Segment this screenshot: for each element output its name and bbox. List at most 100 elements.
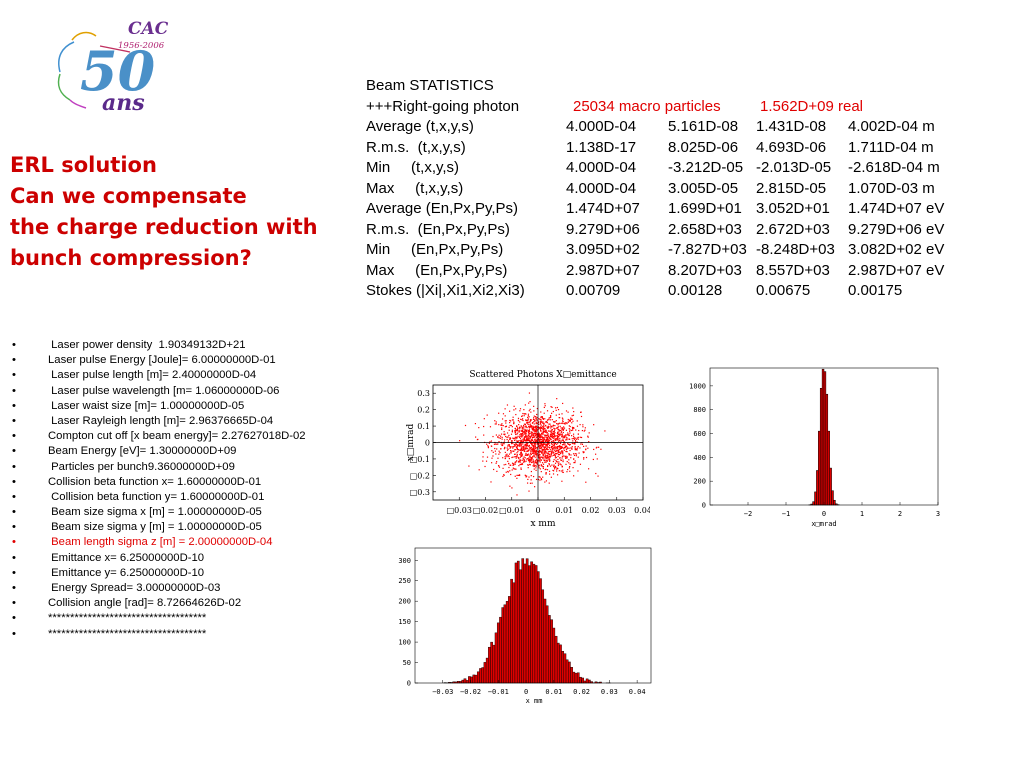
stats-value: 1.711D-04 m: [848, 138, 934, 156]
scatter-point: [535, 422, 537, 424]
scatter-point: [563, 449, 565, 451]
scatter-point: [533, 455, 535, 457]
stats-value: 9.279D+06 eV: [848, 220, 945, 238]
scatter-point: [563, 428, 565, 431]
scatter-point: [489, 441, 491, 443]
scatter-point: [505, 463, 507, 466]
scatter-point: [565, 435, 567, 437]
scatter-point: [521, 463, 523, 466]
scatter-point: [533, 454, 535, 456]
scatter-point: [558, 449, 560, 451]
scatter-point: [513, 439, 516, 442]
scatter-point: [537, 454, 540, 456]
parameter-text: ************************************: [48, 612, 207, 625]
scatter-point: [524, 436, 527, 438]
scatter-point: [537, 461, 539, 463]
hist-ytick-label: 0: [702, 502, 706, 510]
scatter-point: [550, 425, 552, 427]
scatter-point: [562, 451, 564, 453]
scatter-point: [508, 444, 511, 446]
scatter-point: [521, 463, 524, 465]
scatter-point: [532, 445, 534, 447]
scatter-point: [520, 463, 522, 466]
scatter-point: [564, 435, 566, 438]
scatter-point: [558, 423, 560, 425]
scatter-point: [569, 420, 571, 423]
scatter-point: [506, 449, 509, 451]
scatter-point: [502, 457, 504, 459]
stats-value: 9.279D+06: [566, 220, 640, 238]
scatter-point: [548, 426, 550, 428]
scatter-point: [531, 443, 533, 446]
scatter-point: [527, 418, 530, 420]
scatter-point: [520, 445, 523, 447]
scatter-point: [561, 428, 563, 430]
stats-value: 2.987D+07 eV: [848, 261, 945, 279]
scatter-point: [521, 433, 523, 435]
scatter-point: [563, 455, 565, 457]
scatter-point: [528, 428, 531, 430]
scatter-point: [515, 455, 517, 458]
scatter-point: [537, 421, 540, 424]
scatter-point: [541, 444, 543, 446]
scatter-point: [534, 486, 536, 488]
scatter-point: [514, 463, 516, 465]
scatter-point: [545, 443, 548, 446]
scatter-point: [538, 460, 540, 462]
scatter-point: [550, 434, 553, 436]
scatter-point: [519, 463, 521, 466]
scatter-point: [527, 415, 529, 417]
scatter-point: [518, 430, 520, 432]
scatter-point: [600, 448, 602, 450]
scatter-point: [543, 428, 545, 430]
bullet-icon: •: [12, 551, 16, 564]
scatter-point: [531, 450, 533, 452]
scatter-point: [519, 452, 522, 454]
scatter-point: [516, 429, 518, 431]
scatter-point: [497, 457, 499, 459]
scatter-point: [561, 457, 563, 459]
scatter-point: [549, 447, 551, 449]
scatter-point: [535, 427, 537, 430]
scatter-point: [560, 431, 562, 434]
scatter-point: [557, 427, 559, 429]
scatter-point: [524, 447, 526, 449]
scatter-point: [491, 450, 493, 452]
scatter-point: [541, 456, 543, 458]
scatter-point: [567, 443, 569, 445]
scatter-point: [542, 451, 544, 453]
scatter-point: [540, 419, 542, 421]
scatter-point: [500, 424, 502, 426]
scatter-point: [565, 450, 567, 453]
scatter-point: [561, 433, 563, 435]
scatter-point: [553, 454, 555, 456]
hist-xtick-label: −0.03: [432, 688, 453, 696]
scatter-point: [568, 433, 570, 435]
scatter-point: [528, 449, 530, 451]
scatter-point: [495, 423, 497, 425]
scatter-point: [506, 453, 508, 455]
scatter-point: [548, 455, 550, 458]
scatter-point: [517, 435, 519, 437]
hist-bar: [461, 679, 465, 684]
scatter-point: [530, 453, 532, 456]
scatter-point: [527, 416, 529, 419]
scatter-point: [556, 435, 558, 437]
scatter-point: [503, 433, 505, 435]
scatter-point: [534, 438, 536, 440]
hist-ytick-label: 0: [407, 680, 411, 688]
scatter-point: [501, 428, 503, 431]
scatter-point: [518, 457, 520, 460]
scatter-point: [486, 456, 489, 458]
scatter-point: [572, 442, 574, 445]
scatter-point: [515, 430, 517, 432]
scatter-point: [544, 427, 546, 430]
scatter-point: [542, 440, 544, 442]
scatter-point: [521, 455, 523, 458]
scatter-point: [587, 447, 589, 449]
scatter-point: [556, 443, 558, 445]
scatter-point: [529, 482, 532, 484]
scatter-point: [522, 426, 525, 428]
scatter-point: [527, 435, 529, 437]
scatter-point: [532, 418, 535, 420]
